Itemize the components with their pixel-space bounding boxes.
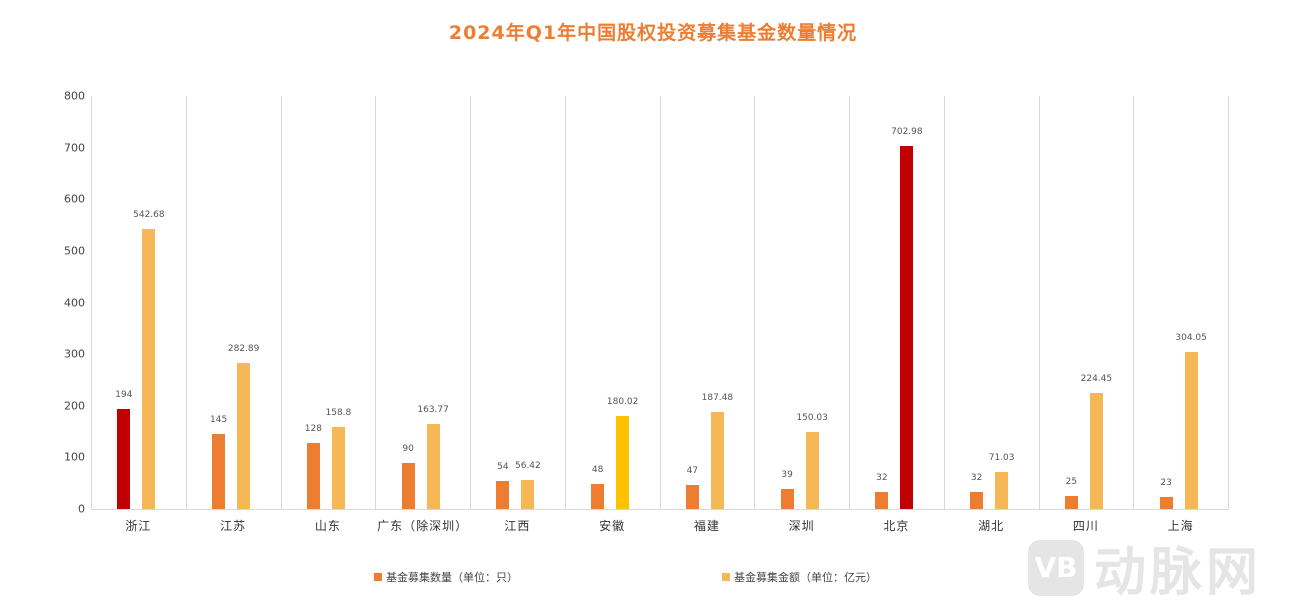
data-label: 180.02 <box>606 397 639 408</box>
bar-count <box>212 434 226 509</box>
legend-label-count: 基金募集数量（单位：只） <box>386 571 518 584</box>
category-gridline <box>91 96 92 510</box>
watermark-text: 动脉网 <box>1094 543 1263 603</box>
bar-amount <box>331 427 345 509</box>
bar-count <box>875 492 889 509</box>
data-label: 150.03 <box>796 412 828 423</box>
data-label: 23 <box>1160 478 1172 489</box>
watermark-logo-icon: VB <box>1028 539 1084 596</box>
bar-count <box>780 488 794 509</box>
bar-count <box>401 462 415 509</box>
category-gridline <box>943 96 945 510</box>
data-label: 158.8 <box>325 408 352 419</box>
x-category-label: 江西 <box>504 519 531 533</box>
x-category-label: 山东 <box>314 519 341 533</box>
chart-title: 2024年Q1年中国股权投资募集基金数量情况 <box>448 22 858 44</box>
bar-count <box>306 442 320 509</box>
y-tick-label: 400 <box>64 296 85 309</box>
data-label: 56.42 <box>514 460 541 471</box>
data-label: 47 <box>686 465 699 476</box>
bar-count <box>496 481 510 509</box>
bar-count <box>1159 497 1173 509</box>
data-label: 25 <box>1065 477 1078 488</box>
category-gridline <box>470 96 471 510</box>
x-category-label: 湖北 <box>978 519 1005 533</box>
x-category-label: 安徽 <box>599 519 626 533</box>
category-gridline <box>659 96 661 510</box>
x-category-label: 广东（除深圳） <box>377 519 469 533</box>
category-gridline <box>849 96 850 510</box>
x-category-label: 福建 <box>693 519 720 533</box>
category-gridline <box>1133 96 1135 510</box>
category-gridline <box>754 96 756 510</box>
data-label: 163.77 <box>417 405 449 416</box>
data-label: 39 <box>781 469 793 480</box>
x-category-label: 上海 <box>1167 519 1194 533</box>
y-tick-label: 200 <box>64 399 85 413</box>
bar-amount <box>805 431 819 509</box>
legend-label-amount: 基金募集金额（单位：亿元） <box>734 571 877 584</box>
bar-amount <box>237 362 251 509</box>
data-label: 71.03 <box>988 453 1015 464</box>
category-gridline <box>1228 96 1229 510</box>
data-label: 282.89 <box>227 343 260 354</box>
y-tick-label: 800 <box>64 89 85 103</box>
legend-swatch-amount <box>722 573 730 581</box>
data-label: 542.68 <box>133 209 165 220</box>
data-label: 54 <box>497 462 509 473</box>
bar-amount <box>1184 352 1198 509</box>
data-label: 187.48 <box>701 393 734 404</box>
bar-amount <box>426 424 440 509</box>
category-gridline <box>280 96 282 510</box>
bar-count <box>970 492 984 509</box>
category-gridline <box>375 96 377 510</box>
bar-amount <box>710 412 724 509</box>
data-label: 32 <box>970 473 983 484</box>
category-gridline <box>185 96 187 510</box>
y-tick-label: 0 <box>78 502 85 516</box>
data-label: 304.05 <box>1175 333 1207 344</box>
category-gridline <box>564 96 566 510</box>
legend-swatch-count <box>374 573 382 581</box>
bar-amount <box>1089 393 1103 509</box>
data-label: 48 <box>591 465 604 476</box>
bar-amount <box>995 472 1009 509</box>
bar-amount <box>900 146 914 509</box>
y-tick-label: 100 <box>64 450 85 464</box>
data-label: 224.45 <box>1080 374 1113 385</box>
y-tick-label: 600 <box>64 192 85 206</box>
y-tick-label: 500 <box>64 244 85 258</box>
watermark: VB 动脉网 <box>1028 530 1262 605</box>
bar-count <box>117 408 131 509</box>
y-tick-label: 300 <box>64 347 85 361</box>
x-category-label: 深圳 <box>788 519 815 533</box>
bar-amount <box>521 479 535 509</box>
bar-amount <box>616 416 630 509</box>
legend-item-amount: 基金募集金额（单位：亿元） <box>722 569 877 585</box>
category-gridline <box>1038 96 1040 510</box>
data-label: 90 <box>402 443 414 454</box>
bar-count <box>685 484 699 509</box>
x-category-label: 四川 <box>1072 519 1099 533</box>
legend-item-count: 基金募集数量（单位：只） <box>374 569 518 585</box>
x-category-label: 浙江 <box>125 519 152 533</box>
bar-count <box>1064 496 1078 509</box>
data-label: 145 <box>210 415 228 426</box>
x-category-label: 江苏 <box>220 519 247 533</box>
data-label: 702.98 <box>891 127 923 138</box>
y-tick-label: 700 <box>64 141 85 155</box>
bar-count <box>591 484 605 509</box>
bar-amount <box>142 228 156 509</box>
data-label: 128 <box>304 423 322 434</box>
data-label: 194 <box>115 389 133 400</box>
x-category-label: 北京 <box>883 519 910 533</box>
data-label: 32 <box>876 473 888 484</box>
